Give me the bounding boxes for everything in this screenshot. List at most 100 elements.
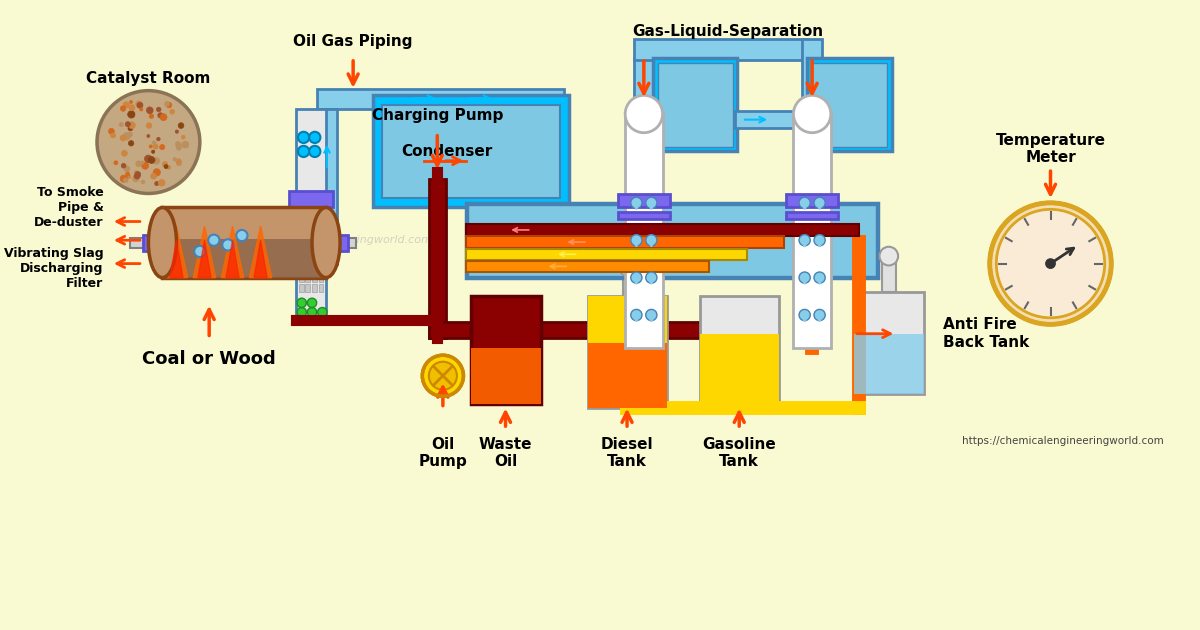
Circle shape (166, 102, 172, 108)
Circle shape (631, 272, 642, 284)
Bar (318, 247, 323, 255)
Bar (854, 334, 924, 394)
Circle shape (158, 180, 164, 186)
Bar (162, 207, 326, 278)
Circle shape (814, 272, 826, 284)
Text: Charging Pump: Charging Pump (372, 108, 503, 123)
Text: chemicalengineeringworld.com: chemicalengineeringworld.com (257, 235, 432, 245)
Text: Condenser: Condenser (401, 144, 492, 159)
Circle shape (996, 209, 1105, 318)
Circle shape (149, 145, 152, 148)
Circle shape (194, 246, 205, 257)
Circle shape (625, 95, 662, 133)
Bar (312, 275, 317, 282)
Bar (337, 234, 348, 251)
Circle shape (151, 150, 155, 153)
Text: https://chemicalengineeringworld.com: https://chemicalengineeringworld.com (961, 436, 1164, 446)
Bar (143, 234, 154, 251)
Circle shape (128, 140, 134, 146)
Bar (312, 219, 317, 226)
Bar (541, 110, 562, 189)
Circle shape (125, 122, 131, 127)
Bar (658, 62, 733, 147)
Bar (306, 284, 310, 292)
Circle shape (307, 307, 317, 317)
Circle shape (126, 172, 130, 176)
Bar (162, 239, 326, 278)
Bar (470, 348, 541, 404)
Bar (317, 110, 337, 263)
Polygon shape (250, 226, 272, 278)
Text: Diesel
Tank: Diesel Tank (601, 437, 653, 469)
Bar (299, 275, 304, 282)
Bar (299, 219, 304, 226)
Circle shape (128, 126, 133, 131)
Circle shape (619, 261, 635, 276)
Bar (467, 203, 877, 278)
Circle shape (298, 298, 306, 307)
Bar (382, 105, 559, 198)
Bar (312, 247, 317, 255)
Circle shape (151, 173, 156, 179)
Circle shape (209, 234, 220, 246)
Text: Waste
Oil: Waste Oil (479, 437, 533, 469)
Circle shape (173, 158, 176, 161)
Bar (700, 334, 780, 408)
Circle shape (793, 95, 830, 133)
Circle shape (124, 178, 128, 183)
Circle shape (163, 116, 166, 119)
Text: To Smoke
Pipe &
De-duster: To Smoke Pipe & De-duster (34, 186, 103, 229)
Circle shape (110, 133, 115, 138)
Polygon shape (816, 278, 823, 284)
Text: Temperature
Meter: Temperature Meter (996, 133, 1105, 166)
Polygon shape (648, 315, 655, 321)
Circle shape (136, 161, 142, 166)
Circle shape (146, 123, 152, 129)
Circle shape (128, 122, 136, 129)
Bar (312, 256, 317, 263)
Circle shape (160, 144, 164, 150)
Circle shape (422, 355, 463, 396)
Circle shape (236, 230, 247, 241)
Circle shape (307, 298, 317, 307)
Circle shape (646, 272, 656, 284)
Polygon shape (254, 240, 268, 278)
Polygon shape (221, 226, 244, 278)
Circle shape (130, 100, 132, 103)
Circle shape (136, 101, 143, 107)
Circle shape (149, 114, 154, 118)
Circle shape (157, 137, 160, 141)
Text: Oil
Pump: Oil Pump (419, 437, 467, 469)
Bar (312, 228, 317, 236)
Circle shape (176, 161, 181, 166)
Circle shape (880, 247, 898, 265)
Bar (588, 343, 667, 408)
Circle shape (121, 163, 126, 168)
Text: Anti Fire
Back Tank: Anti Fire Back Tank (943, 318, 1030, 350)
Circle shape (176, 159, 181, 164)
Circle shape (310, 146, 320, 157)
Bar (634, 39, 806, 60)
Circle shape (814, 197, 826, 209)
Circle shape (164, 164, 168, 169)
Circle shape (128, 105, 134, 111)
Circle shape (631, 309, 642, 321)
Circle shape (114, 161, 118, 165)
Bar (306, 238, 310, 245)
Circle shape (298, 307, 306, 317)
Polygon shape (648, 203, 655, 209)
Circle shape (799, 197, 810, 209)
Bar (318, 284, 323, 292)
Circle shape (152, 140, 156, 145)
Circle shape (814, 309, 826, 321)
Polygon shape (186, 212, 223, 278)
Circle shape (138, 103, 140, 106)
Circle shape (133, 176, 139, 182)
Bar (299, 228, 304, 236)
Polygon shape (193, 226, 216, 278)
Circle shape (181, 142, 187, 147)
Bar (299, 256, 304, 263)
Circle shape (155, 181, 158, 186)
Ellipse shape (149, 207, 176, 278)
Bar (318, 275, 323, 282)
